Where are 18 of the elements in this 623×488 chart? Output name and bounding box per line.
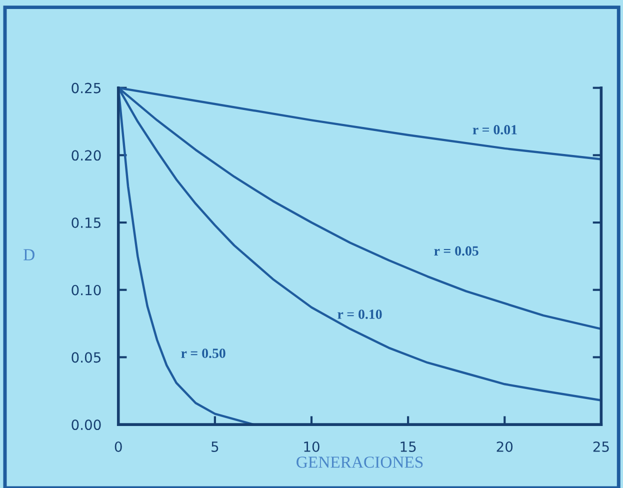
series-label: r = 0.50 [181, 348, 226, 358]
x-tick-label: 5 [212, 442, 218, 452]
x-tick-label: 10 [304, 441, 320, 452]
y-axis-title: D [24, 249, 34, 260]
y-tick-label: 0.10 [72, 284, 101, 296]
x-tick-label: 0 [114, 441, 122, 452]
y-tick-label: 0.20 [72, 150, 101, 161]
y-tick-label: 0.25 [72, 82, 100, 94]
series-label: r = 0.05 [434, 246, 478, 256]
x-tick-label: 20 [496, 441, 513, 452]
series-label: r = 0.10 [338, 310, 382, 319]
y-tick-label: 0.05 [72, 352, 100, 363]
x-axis-title: GENERACIONES [296, 456, 423, 468]
x-tick-label: 25 [593, 441, 609, 452]
y-tick-label: 0.00 [72, 420, 101, 430]
y-tick-label: 0.15 [72, 217, 100, 228]
x-tick-label: 15 [400, 442, 416, 452]
series-label: r = 0.01 [472, 125, 517, 134]
